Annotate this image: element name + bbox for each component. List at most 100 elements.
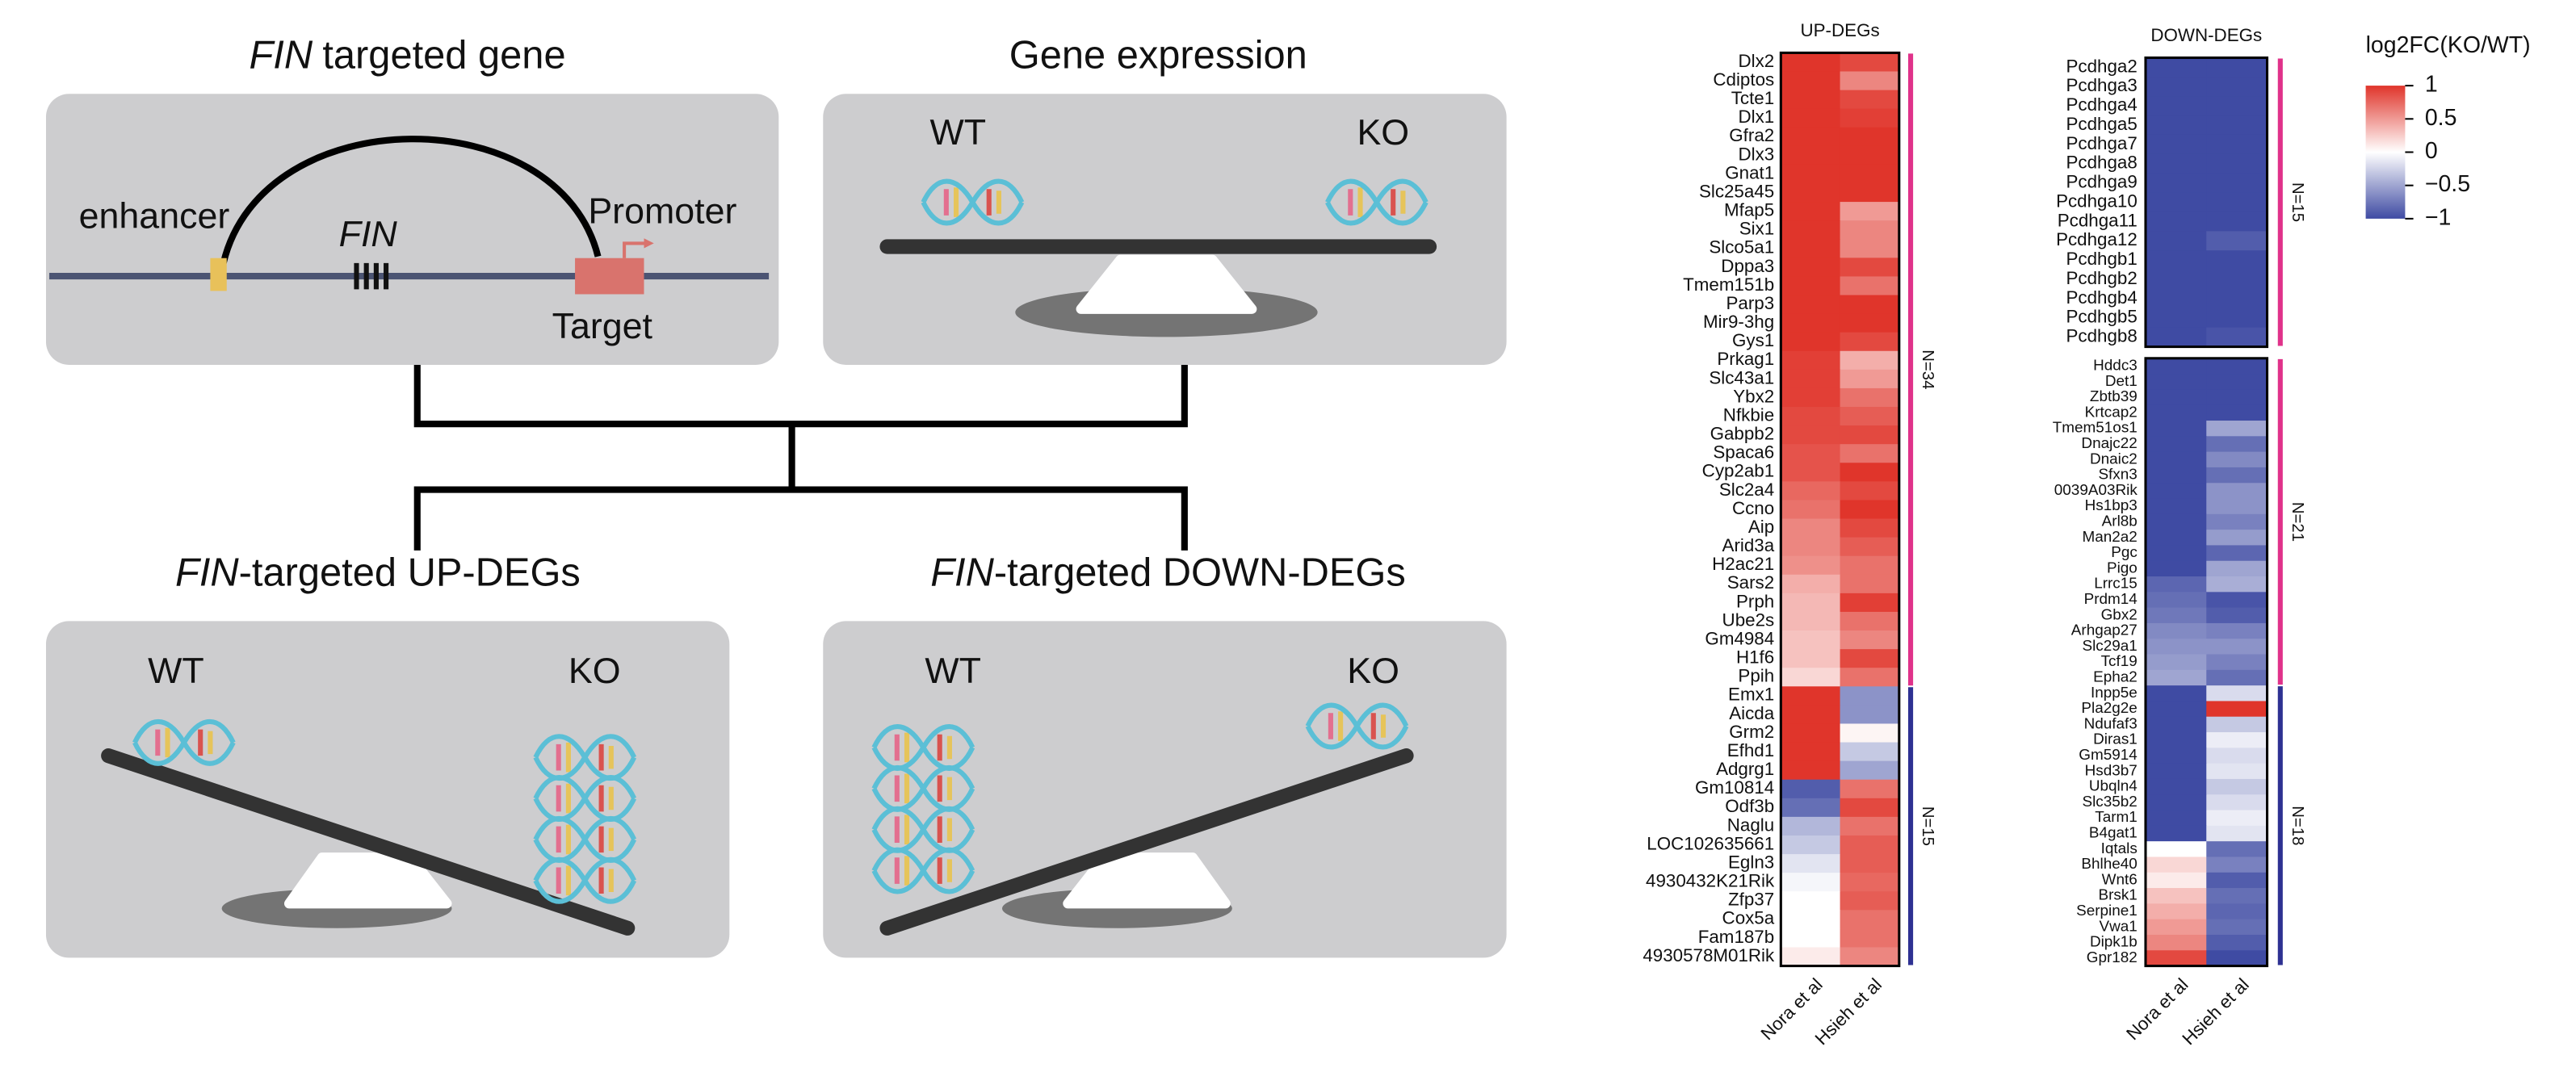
heatmap-cell (2145, 748, 2207, 764)
row-label: Parp3 (1726, 293, 1775, 313)
heatmap-cell (2145, 576, 2207, 593)
heatmap-cell (2206, 96, 2268, 116)
heatmap-cell (1781, 723, 1841, 743)
heatmap-cell (2145, 96, 2207, 116)
row-label: Aip (1748, 517, 1774, 537)
heatmap-cell (2206, 451, 2268, 468)
heatmap-cell (1840, 835, 1900, 855)
block-border (2144, 357, 2269, 968)
heatmap-cell (1781, 407, 1841, 426)
heatmap-cell (1781, 705, 1841, 725)
row-label: Bhlhe40 (2081, 856, 2137, 873)
heatmap-cell (2206, 57, 2268, 77)
heatmap-cell (1840, 481, 1900, 501)
colorbar-tick-label: −0.5 (2425, 171, 2470, 197)
row-label: Krtcap2 (2085, 404, 2138, 421)
heatmap-cell (2206, 639, 2268, 655)
row-label: Zbtb39 (2090, 388, 2138, 405)
heatmap-cell (2145, 841, 2207, 858)
row-label: Arhgap27 (2071, 622, 2138, 639)
heatmap-cell (1781, 183, 1841, 203)
row-label: Gm5914 (2079, 747, 2138, 764)
row-label: Mfap5 (1724, 200, 1774, 220)
row-label: Iqtals (2101, 840, 2138, 857)
heatmap-cell (1781, 350, 1841, 371)
row-label: Hs1bp3 (2085, 497, 2138, 514)
row-label: 4930432K21Rik (1646, 871, 1775, 891)
heatmap-cell (2206, 513, 2268, 530)
heatmap-cell (1781, 518, 1841, 538)
row-label: Cox5a (1722, 908, 1775, 928)
promoter-arrow (623, 241, 648, 258)
row-label: Pcdhgb8 (2066, 326, 2138, 346)
row-label: Gfra2 (1729, 125, 1774, 145)
heatmap-cell (2145, 732, 2207, 748)
colorbar-tick-label: 0.5 (2425, 105, 2457, 131)
row-label: Arl8b (2102, 513, 2138, 530)
balance-pivot (1076, 254, 1257, 314)
heatmap-cell (2206, 592, 2268, 609)
heatmap-cell (2206, 825, 2268, 842)
heatmap-cell (2206, 919, 2268, 936)
heatmap-cell (2206, 763, 2268, 780)
row-label: Gbx2 (2101, 606, 2138, 623)
heatmap-cell (1840, 407, 1900, 426)
row-label: Pla2g2e (2081, 700, 2137, 717)
heatmap-cell (2145, 669, 2207, 686)
heatmap-cell (2145, 654, 2207, 671)
heatmap-cell (2145, 810, 2207, 827)
title-part: targeted gene (322, 33, 565, 77)
heatmap-cell (1840, 71, 1900, 91)
heatmap-cell (2206, 483, 2268, 500)
heatmap-cell (2145, 421, 2207, 437)
heatmap-cell (2206, 530, 2268, 547)
heatmap-cell (1840, 295, 1900, 315)
heatmap-cell (2145, 856, 2207, 873)
heatmap-cell (1840, 369, 1900, 389)
heatmap-cell (2145, 872, 2207, 889)
heatmap-cell (2145, 560, 2207, 577)
heatmap-cell (1840, 387, 1900, 408)
label: enhancer (79, 196, 230, 237)
heatmap-cell (1840, 350, 1900, 371)
row-label: Det1 (2105, 373, 2138, 390)
row-label: Fam187b (1698, 927, 1774, 947)
row-label: Pcdhga2 (2066, 56, 2138, 76)
title-part: Gene expression (1009, 33, 1307, 77)
row-label: 4930578M01Rik (1643, 945, 1775, 965)
row-label: Dlx3 (1738, 144, 1774, 164)
heatmap-cell (1840, 127, 1900, 147)
heatmap-cell (1840, 593, 1900, 613)
row-label: Dnajc22 (2081, 435, 2137, 452)
row-label: Gys1 (1732, 330, 1774, 350)
row-label: Pigo (2107, 559, 2138, 576)
heatmap-cell (1840, 425, 1900, 445)
heatmap-cell (1781, 500, 1841, 520)
heatmap-cell (2206, 950, 2268, 967)
block-border (2144, 56, 2269, 349)
balance-pivot (1063, 852, 1231, 909)
row-label: Pcdhga9 (2066, 172, 2138, 192)
panel-title: FIN-targeted UP-DEGs (175, 551, 581, 594)
row-label: Inpp5e (2091, 685, 2138, 702)
label: WT (929, 112, 986, 153)
row-label: Efhd1 (1727, 740, 1774, 760)
heatmap-cell (2206, 421, 2268, 437)
label: WT (148, 651, 204, 691)
row-label: B4gat1 (2089, 824, 2138, 841)
heatmap-cell (2145, 358, 2207, 375)
row-label: Pcdhga5 (2066, 114, 2138, 134)
heatmap-cell (2145, 888, 2207, 904)
heatmap-cell (2145, 622, 2207, 639)
heatmap-cell (2206, 576, 2268, 593)
heatmap-cell (1840, 611, 1900, 631)
row-label: Tarm1 (2095, 809, 2138, 826)
row-label: Pcdhgb5 (2066, 307, 2138, 327)
heatmap-cell (2145, 288, 2207, 309)
row-label: Cyp2ab1 (1702, 461, 1775, 481)
heatmap-cell (1840, 630, 1900, 650)
heatmap-cell (2145, 934, 2207, 951)
heatmap-cell (2206, 716, 2268, 733)
heatmap-cell (1840, 742, 1900, 762)
